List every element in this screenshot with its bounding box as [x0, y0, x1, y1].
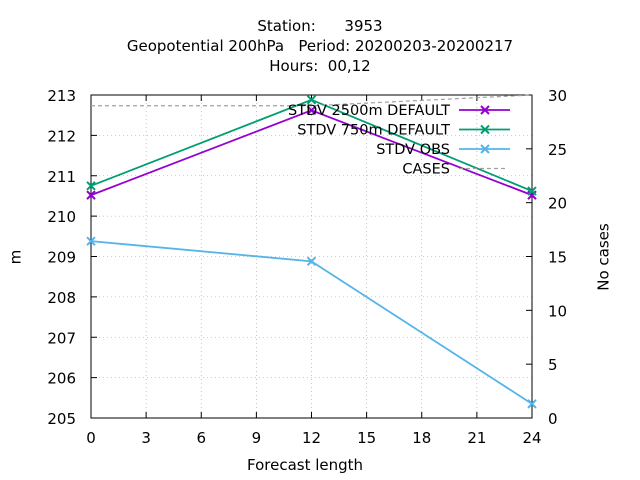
x-tick-label: 3: [141, 429, 151, 447]
legend-label-3: CASES: [402, 162, 450, 178]
series-point-1: [306, 95, 317, 105]
x-tick-label: 6: [196, 429, 206, 447]
y2-tick-label: 25: [548, 141, 567, 159]
x-tick-label: 24: [522, 429, 541, 447]
series-point-0: [306, 105, 317, 116]
y-tick-label: 210: [47, 208, 76, 226]
x-tick-label: 12: [302, 429, 321, 447]
chart-title-line-3: Hours: 00,12: [269, 57, 371, 75]
y-axis-label: m: [6, 249, 25, 265]
legend-marker-1: [480, 124, 490, 135]
series-point-2: [527, 399, 537, 409]
y-tick-label: 206: [47, 370, 76, 388]
series-point-2: [306, 256, 317, 267]
y2-tick-label: 0: [548, 410, 558, 428]
series-point-2: [86, 236, 96, 246]
series-point-1: [86, 181, 96, 191]
y2-tick-label: 10: [548, 302, 567, 320]
x-tick-label: 18: [412, 429, 431, 447]
series-point-0: [86, 190, 96, 200]
x-tick-label: 9: [252, 429, 262, 447]
y-tick-label: 208: [47, 289, 76, 307]
y-tick-label: 207: [47, 329, 76, 347]
legend-label-2: STDV OBS: [376, 142, 450, 158]
legend-marker-2: [480, 144, 490, 154]
series-line-3: [91, 94, 533, 107]
y2-tick-label: 20: [548, 195, 567, 213]
y-tick-label: 212: [47, 127, 76, 145]
y-tick-label: 209: [47, 249, 76, 267]
series-point-1: [527, 186, 537, 196]
chart-title-line-1: Station: 3953: [257, 17, 383, 35]
legend-label-1: STDV 750m DEFAULT: [297, 123, 450, 139]
x-tick-label: 0: [86, 429, 96, 447]
x-axis-label: Forecast length: [247, 456, 364, 474]
y-tick-label: 211: [47, 168, 76, 186]
y2-tick-label: 15: [548, 249, 567, 267]
y2-axis-label: No cases: [594, 223, 613, 291]
y2-tick-label: 30: [548, 87, 567, 105]
y-tick-label: 205: [47, 410, 76, 428]
y-tick-label: 213: [47, 87, 76, 105]
x-tick-label: 21: [467, 429, 486, 447]
chart-title-line-2: Geopotential 200hPa Period: 20200203-202…: [126, 37, 514, 55]
y2-tick-label: 5: [548, 356, 558, 374]
legend-marker-0: [480, 105, 490, 115]
legend-label-0: STDV 2500m DEFAULT: [288, 103, 450, 119]
x-tick-label: 15: [357, 429, 376, 447]
